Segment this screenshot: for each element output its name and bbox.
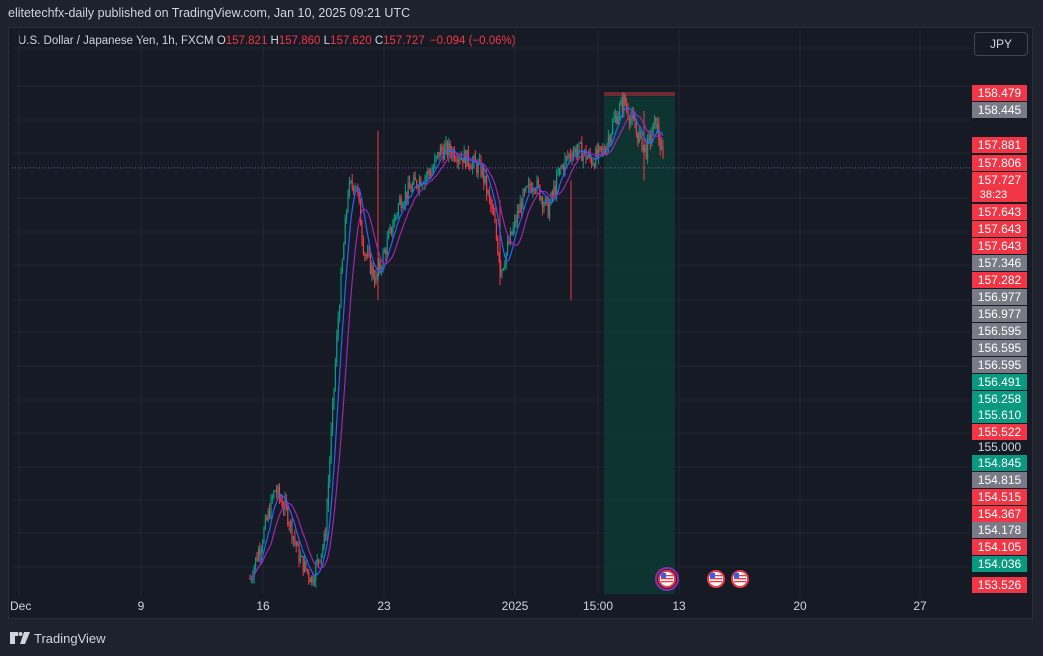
symbol-title: U.S. Dollar / Japanese Yen, 1h, FXCM [18, 35, 214, 47]
high-value: 157.860 [278, 35, 321, 47]
symbol-legend: U.S. Dollar / Japanese Yen, 1h, FXCM O15… [18, 35, 516, 47]
chart-pane[interactable] [8, 27, 1033, 619]
tradingview-logo-icon [10, 632, 30, 644]
low-value: 157.620 [330, 35, 372, 47]
published-header: elitetechfx-daily published on TradingVi… [8, 6, 411, 20]
footer-brand-label: TradingView [34, 630, 106, 646]
high-label: H [270, 35, 279, 47]
close-value: 157.727 [383, 35, 425, 47]
close-label: C [374, 35, 384, 47]
change-value: −0.094 (−0.06%) [429, 35, 516, 47]
currency-button[interactable]: JPY [974, 32, 1028, 56]
low-label: L [323, 35, 331, 47]
open-label: O [216, 35, 226, 47]
footer-brand[interactable]: TradingView [10, 629, 106, 647]
open-value: 157.821 [225, 35, 268, 47]
